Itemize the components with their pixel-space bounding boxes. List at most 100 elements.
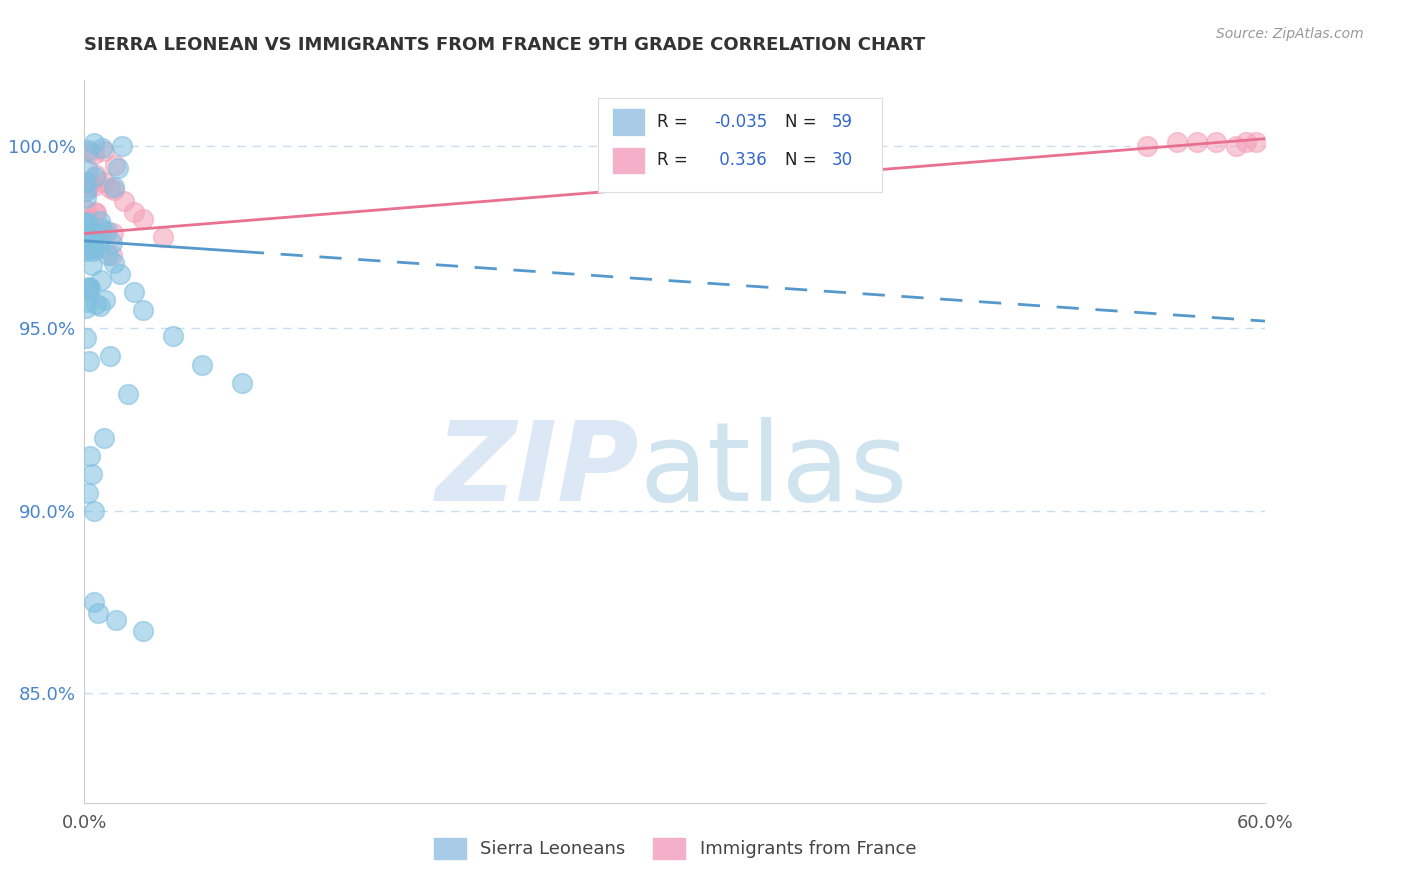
- Point: [89, 273, 111, 287]
- Text: 30: 30: [832, 152, 853, 169]
- Point: [122, 285, 145, 299]
- Text: atlas: atlas: [640, 417, 908, 524]
- Point: [103, 227, 125, 241]
- Point: [82, 467, 104, 482]
- Bar: [598, 98, 882, 193]
- Point: [77, 485, 100, 500]
- Point: [75, 282, 97, 296]
- Point: [77, 162, 100, 177]
- Text: N =: N =: [785, 152, 821, 169]
- Point: [103, 183, 125, 197]
- Point: [132, 624, 155, 639]
- Point: [1225, 139, 1247, 153]
- Point: [84, 168, 107, 182]
- Point: [152, 230, 174, 244]
- Point: [191, 358, 214, 372]
- Point: [103, 256, 125, 270]
- Point: [82, 242, 104, 256]
- Point: [84, 296, 107, 310]
- Point: [77, 281, 100, 295]
- Point: [93, 431, 115, 445]
- Point: [90, 141, 112, 155]
- Point: [75, 295, 97, 310]
- Point: [75, 185, 97, 199]
- Point: [75, 175, 97, 189]
- Point: [79, 145, 101, 160]
- FancyBboxPatch shape: [612, 147, 645, 174]
- Point: [110, 138, 132, 153]
- Point: [87, 606, 110, 620]
- Point: [94, 293, 117, 308]
- Point: [77, 143, 100, 157]
- Point: [132, 211, 155, 226]
- FancyBboxPatch shape: [612, 109, 645, 136]
- Point: [75, 235, 97, 249]
- Text: 59: 59: [832, 113, 853, 131]
- Point: [117, 387, 139, 401]
- Text: R =: R =: [657, 113, 693, 131]
- Point: [1185, 136, 1208, 150]
- Point: [104, 158, 127, 172]
- Point: [1166, 136, 1188, 150]
- Point: [98, 181, 121, 195]
- Point: [122, 204, 145, 219]
- Point: [1136, 139, 1159, 153]
- Point: [79, 449, 101, 463]
- Text: ZIP: ZIP: [436, 417, 640, 524]
- Point: [76, 241, 98, 255]
- Point: [79, 176, 101, 190]
- Point: [89, 241, 111, 255]
- Point: [77, 279, 100, 293]
- Text: 0.336: 0.336: [714, 152, 766, 169]
- Point: [75, 244, 97, 258]
- Point: [75, 301, 97, 316]
- Point: [75, 216, 97, 230]
- Point: [108, 267, 131, 281]
- Point: [82, 258, 104, 272]
- Point: [75, 192, 97, 206]
- Point: [90, 221, 112, 235]
- Text: Source: ZipAtlas.com: Source: ZipAtlas.com: [1216, 27, 1364, 41]
- Point: [1205, 136, 1227, 150]
- Point: [84, 205, 107, 219]
- Point: [83, 595, 105, 609]
- Point: [75, 222, 97, 236]
- Point: [75, 202, 97, 217]
- Point: [1234, 136, 1257, 150]
- Text: R =: R =: [657, 152, 693, 169]
- Point: [82, 225, 104, 239]
- Point: [83, 179, 105, 194]
- Point: [75, 331, 97, 345]
- Point: [79, 354, 101, 368]
- Point: [75, 229, 97, 244]
- Point: [100, 235, 122, 250]
- Text: N =: N =: [785, 113, 821, 131]
- Point: [83, 504, 105, 518]
- Point: [89, 214, 111, 228]
- Point: [75, 218, 97, 232]
- Point: [107, 161, 129, 176]
- Point: [104, 613, 127, 627]
- Point: [112, 194, 135, 208]
- Point: [1244, 136, 1267, 150]
- Point: [75, 215, 97, 229]
- Y-axis label: 9th Grade: 9th Grade: [0, 400, 18, 483]
- Point: [87, 237, 110, 252]
- Point: [77, 180, 100, 194]
- Point: [231, 376, 253, 391]
- Point: [93, 145, 115, 159]
- Legend: Sierra Leoneans, Immigrants from France: Sierra Leoneans, Immigrants from France: [426, 830, 924, 866]
- Point: [84, 205, 107, 219]
- Point: [77, 213, 100, 227]
- Point: [103, 179, 125, 194]
- Point: [132, 303, 155, 318]
- Point: [83, 146, 105, 161]
- Point: [101, 248, 124, 262]
- Point: [93, 225, 115, 239]
- Point: [97, 248, 120, 262]
- Point: [96, 224, 118, 238]
- Point: [83, 136, 105, 150]
- Point: [82, 244, 104, 259]
- Point: [93, 176, 115, 190]
- Text: SIERRA LEONEAN VS IMMIGRANTS FROM FRANCE 9TH GRADE CORRELATION CHART: SIERRA LEONEAN VS IMMIGRANTS FROM FRANCE…: [84, 36, 925, 54]
